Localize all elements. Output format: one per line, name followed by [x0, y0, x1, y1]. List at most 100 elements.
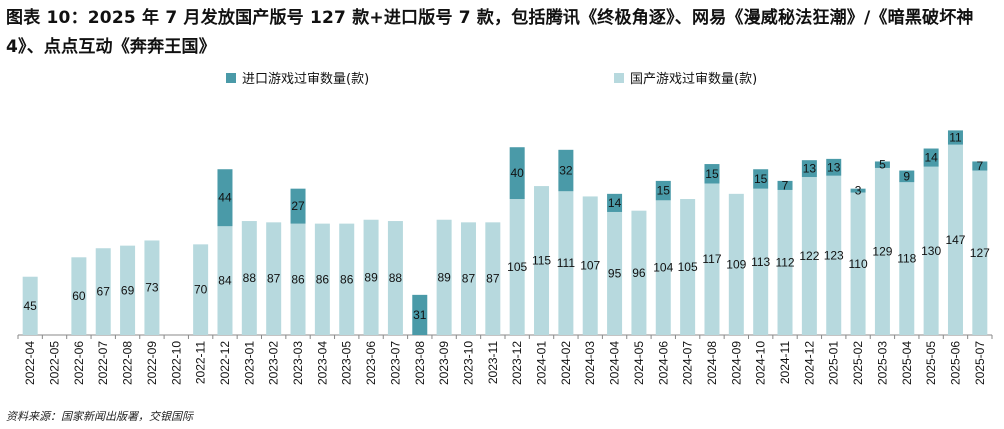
bar-imported-2025-01 [826, 158, 842, 176]
bar-domestic-2023-09 [436, 219, 452, 335]
bar-imported-2025-05 [923, 148, 939, 167]
label-domestic-2022-11: 70 [194, 283, 208, 297]
bar-imported-2022-12 [217, 169, 233, 227]
bar-domestic-2022-09 [144, 240, 160, 335]
label-imported-2025-02: 3 [855, 184, 862, 198]
label-domestic-2024-12: 122 [799, 249, 819, 263]
bar-domestic-2025-07 [972, 170, 988, 335]
label-domestic-2025-01: 123 [824, 248, 844, 262]
legend: 进口游戏过审数量(款) 国产游戏过审数量(款) [0, 68, 1004, 88]
x-tick-label-2022-12: 2022-12 [218, 341, 232, 385]
label-domestic-2023-03: 86 [291, 272, 305, 286]
x-tick-label-2023-05: 2023-05 [340, 341, 354, 385]
bar-domestic-2024-02 [558, 191, 574, 335]
label-domestic-2023-10: 87 [462, 272, 476, 286]
bar-imported-2023-03 [290, 188, 306, 224]
label-imported-2024-10: 15 [754, 172, 768, 186]
label-domestic-2024-02: 111 [557, 256, 576, 270]
bar-domestic-2023-07 [387, 221, 403, 335]
bar-domestic-2025-01 [826, 175, 842, 335]
bar-domestic-2023-11 [485, 222, 501, 335]
legend-label-domestic: 国产游戏过审数量(款) [630, 72, 758, 87]
bar-domestic-2025-04 [899, 182, 915, 335]
bar-domestic-2022-11 [193, 244, 209, 335]
x-tick-label-2024-06: 2024-06 [656, 341, 670, 385]
bar-domestic-2025-05 [923, 166, 939, 335]
label-domestic-2022-07: 67 [97, 285, 111, 299]
bar-domestic-2022-04 [22, 276, 38, 335]
label-domestic-2025-05: 130 [921, 244, 941, 258]
label-domestic-2024-04: 95 [608, 266, 622, 280]
bar-domestic-2023-04 [314, 223, 330, 335]
bar-domestic-2024-06 [655, 200, 671, 335]
x-tick-label-2022-09: 2022-09 [145, 341, 159, 385]
x-tick-label-2023-09: 2023-09 [437, 341, 451, 385]
x-tick-label-2024-11: 2024-11 [778, 341, 792, 384]
label-imported-2025-01: 13 [827, 160, 841, 174]
bar-imported-2023-08 [412, 294, 428, 335]
bar-domestic-2023-10 [460, 222, 476, 335]
bar-domestic-2024-03 [582, 196, 598, 335]
x-tick-label-2025-04: 2025-04 [900, 341, 914, 385]
bar-imported-2023-12 [509, 147, 525, 200]
x-tick-label-2023-06: 2023-06 [364, 341, 378, 385]
bar-domestic-2024-05 [631, 210, 647, 335]
bar-imported-2024-10 [753, 169, 769, 189]
bar-domestic-2025-03 [874, 167, 890, 335]
x-tick-label-2024-10: 2024-10 [754, 341, 768, 385]
label-imported-2025-06: 11 [949, 131, 962, 145]
label-domestic-2023-06: 89 [364, 270, 378, 284]
x-tick-label-2023-07: 2023-07 [388, 341, 402, 385]
label-domestic-2022-08: 69 [121, 283, 135, 297]
label-domestic-2023-11: 87 [486, 272, 500, 286]
bar-domestic-2024-12 [801, 177, 817, 335]
label-imported-2024-02: 32 [559, 164, 573, 178]
label-imported-2022-12: 44 [218, 191, 232, 205]
label-domestic-2022-09: 73 [145, 281, 159, 295]
label-imported-2023-03: 27 [291, 199, 305, 213]
label-domestic-2022-06: 60 [72, 289, 86, 303]
bar-imported-2025-04 [899, 170, 915, 183]
x-tick-label-2024-01: 2024-01 [535, 341, 549, 385]
label-imported-2023-12: 40 [510, 166, 524, 180]
x-tick-label-2022-04: 2022-04 [23, 341, 37, 385]
legend-swatch-domestic [614, 72, 624, 83]
x-tick-label-2025-02: 2025-02 [851, 341, 865, 385]
bar-domestic-2024-01 [534, 186, 550, 335]
x-tick-label-2023-01: 2023-01 [242, 341, 256, 385]
x-tick-label-2024-05: 2024-05 [632, 341, 646, 385]
label-domestic-2024-10: 113 [751, 255, 770, 269]
label-domestic-2024-09: 109 [726, 257, 746, 271]
x-tick-label-2022-06: 2022-06 [72, 341, 86, 385]
label-domestic-2024-03: 107 [580, 259, 600, 273]
label-domestic-2024-06: 104 [653, 261, 673, 275]
bar-imported-2024-06 [655, 180, 671, 201]
legend-item-imported: 进口游戏过审数量(款) [226, 68, 369, 87]
label-domestic-2022-04: 45 [23, 299, 37, 313]
label-domestic-2025-07: 127 [970, 246, 990, 260]
label-domestic-2024-11: 112 [775, 255, 794, 269]
x-tick-label-2022-08: 2022-08 [121, 341, 135, 385]
bar-domestic-2023-05 [339, 223, 355, 335]
label-imported-2024-08: 15 [705, 167, 719, 181]
x-tick-label-2023-02: 2023-02 [267, 341, 281, 385]
bar-imported-2024-02 [558, 149, 574, 192]
legend-swatch-imported [226, 72, 236, 83]
label-domestic-2024-08: 117 [702, 252, 721, 266]
label-domestic-2023-09: 89 [437, 270, 451, 284]
label-domestic-2023-02: 87 [267, 272, 281, 286]
x-tick-label-2024-12: 2024-12 [802, 341, 816, 385]
x-tick-label-2023-08: 2023-08 [413, 341, 427, 385]
label-imported-2025-07: 7 [976, 159, 983, 173]
label-imported-2025-03: 5 [879, 158, 886, 172]
x-tick-label-2023-10: 2023-10 [461, 341, 475, 385]
label-imported-2024-12: 13 [803, 162, 817, 176]
label-imported-2024-06: 15 [657, 184, 671, 198]
bar-domestic-2022-06 [71, 257, 87, 335]
bar-imported-2025-02 [850, 188, 866, 193]
source-note: 资料来源：国家新闻出版署，交银国际 [6, 410, 193, 423]
bar-imported-2024-12 [801, 160, 817, 178]
x-tick-label-2022-10: 2022-10 [169, 341, 183, 385]
bar-domestic-2024-07 [680, 199, 696, 335]
label-domestic-2023-07: 88 [389, 271, 403, 285]
